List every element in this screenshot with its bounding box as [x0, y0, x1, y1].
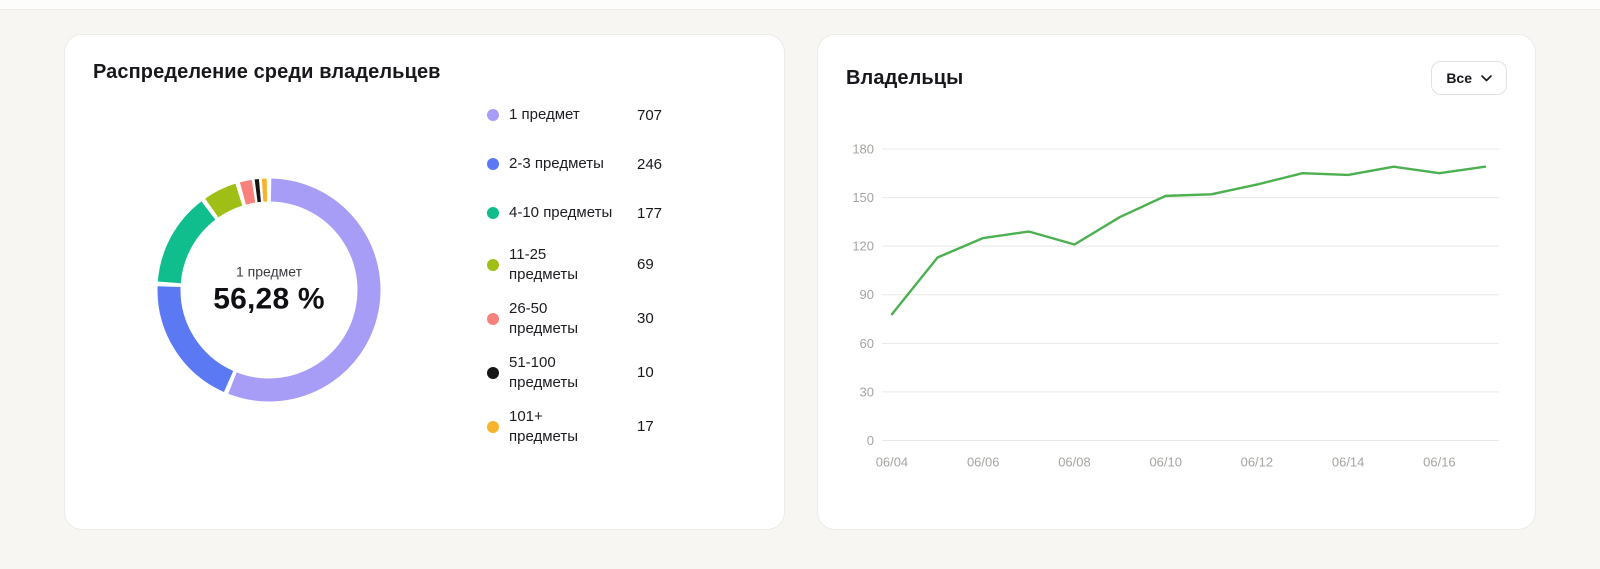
y-axis-label: 90: [860, 287, 874, 302]
owners-filter-dropdown[interactable]: Все: [1431, 61, 1507, 95]
legend-label: 51-100 предметы: [509, 354, 579, 391]
legend-label: 101+ предметы: [509, 408, 579, 445]
legend-color-dot: [487, 420, 499, 433]
y-axis-label: 150: [852, 190, 874, 205]
donut-segment-0: [228, 178, 381, 402]
x-axis-label: 06/08: [1058, 454, 1090, 469]
y-axis-label: 120: [852, 239, 874, 254]
legend-label: 2-3 предметы: [509, 155, 604, 173]
legend-label: 26-50 предметы: [509, 300, 579, 337]
owners-filter-value: Все: [1446, 70, 1472, 86]
donut-segment-2: [157, 201, 216, 284]
legend-value: 177: [637, 204, 663, 222]
x-axis-label: 06/06: [967, 454, 999, 469]
legend-item: 1 предмет 707: [487, 98, 729, 132]
donut-segment-3: [205, 183, 243, 218]
legend-value: 10: [637, 364, 654, 381]
x-axis-label: 06/12: [1241, 454, 1273, 469]
donut-legend: 1 предмет 707 2-3 предметы 246 4-10 предметы…: [445, 88, 757, 492]
donut-center: 1 предмет 56,28 %: [189, 264, 349, 317]
donut-center-label: 1 предмет: [235, 263, 303, 280]
x-axis-label: 06/04: [876, 454, 908, 469]
legend-color-dot: [487, 258, 499, 271]
legend-item: 51-100 предметы 10: [487, 353, 729, 392]
legend-item: 101+ предметы 17: [487, 407, 729, 446]
y-axis-label: 180: [852, 141, 874, 156]
y-axis-label: 0: [867, 433, 874, 448]
legend-value: 707: [637, 106, 663, 124]
x-axis-label: 06/16: [1423, 454, 1455, 469]
donut-svg: [157, 178, 381, 402]
donut-center-value: 56,28 %: [213, 282, 325, 316]
dashboard: Распределение среди владельцев 1 предмет…: [0, 10, 1600, 530]
owners-header: Владельцы Все: [846, 61, 1507, 95]
line-chart-svg: 0 30 60 90 120 150 180 06/04 06/06 06/08 06/10 06/1…: [852, 141, 1500, 469]
legend-label: 1 предмет: [509, 106, 580, 124]
x-axis-label: 06/10: [1149, 454, 1181, 469]
legend-item: 26-50 предметы 30: [487, 299, 729, 338]
chevron-down-icon: [1481, 74, 1492, 82]
legend-value: 30: [637, 310, 654, 327]
legend-color-dot: [487, 312, 499, 325]
distribution-body: 1 предмет 56,28 % 1 предмет 707 2-3 предме…: [93, 88, 756, 492]
legend-value: 69: [637, 256, 654, 273]
owners-line: [890, 165, 1487, 316]
legend-value: 246: [637, 155, 663, 173]
donut-segment-4: [239, 179, 256, 205]
donut-segment-1: [157, 286, 234, 392]
legend-color-dot: [487, 366, 499, 379]
legend-color-dot: [487, 109, 499, 121]
legend-label: 11-25 предметы: [509, 246, 579, 283]
distribution-title: Распределение среди владельцев: [93, 61, 441, 83]
legend-color-dot: [487, 158, 499, 170]
top-divider: [0, 0, 1600, 10]
legend-item: 2-3 предметы 246: [487, 147, 729, 181]
legend-label: 4-10 предметы: [509, 204, 613, 222]
y-axis-label: 60: [860, 336, 874, 351]
legend-item: 11-25 предметы 69: [487, 245, 729, 284]
owners-title: Владельцы: [846, 66, 964, 89]
legend-value: 17: [637, 418, 654, 435]
y-axis-label: 30: [860, 384, 874, 399]
x-axis-label: 06/14: [1332, 454, 1364, 469]
owners-line-chart: 0 30 60 90 120 150 180 06/04 06/06 06/08 06/10 06/1…: [846, 111, 1507, 478]
owners-card: Владельцы Все 0 30 60 90 120 150 180 06/04 06/06…: [817, 34, 1536, 530]
legend-color-dot: [487, 207, 499, 219]
distribution-card: Распределение среди владельцев 1 предмет…: [64, 34, 785, 530]
legend-item: 4-10 предметы 177: [487, 196, 729, 230]
donut-chart: 1 предмет 56,28 %: [93, 88, 445, 492]
